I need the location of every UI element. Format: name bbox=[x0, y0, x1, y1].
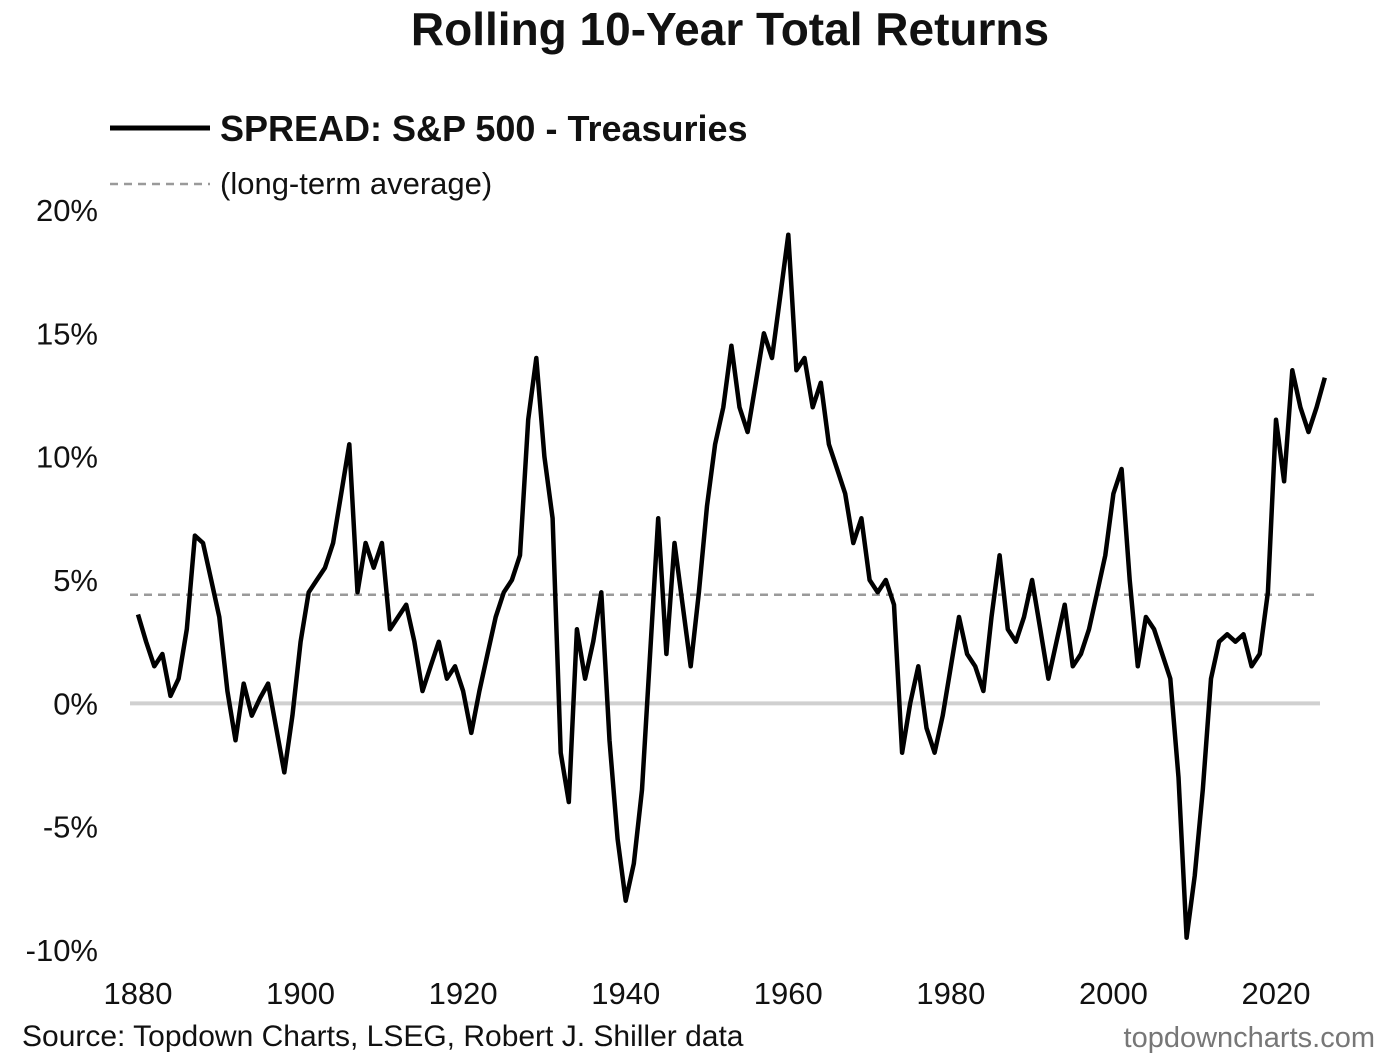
x-tick-label: 1980 bbox=[916, 976, 985, 1011]
y-tick-label: 0% bbox=[53, 686, 98, 721]
legend-series-label: SPREAD: S&P 500 - Treasuries bbox=[220, 108, 748, 149]
x-tick-label: 1880 bbox=[104, 976, 173, 1011]
y-tick-label: 5% bbox=[53, 563, 98, 598]
x-tick-label: 1900 bbox=[266, 976, 335, 1011]
x-tick-label: 2000 bbox=[1079, 976, 1148, 1011]
series-layer bbox=[135, 232, 1327, 940]
source-note: Source: Topdown Charts, LSEG, Robert J. … bbox=[22, 1020, 744, 1053]
reference-lines bbox=[130, 593, 1320, 706]
legend-average-label: (long-term average) bbox=[220, 166, 493, 201]
x-axis-ticks: 1880 1900 1920 1940 1960 1980 2000 2020 bbox=[104, 976, 1311, 1011]
x-tick-label: 1940 bbox=[591, 976, 660, 1011]
y-tick-label: 20% bbox=[36, 193, 98, 228]
chart-title: Rolling 10-Year Total Returns bbox=[410, 3, 1050, 55]
y-tick-label: -5% bbox=[43, 810, 98, 845]
watermark: topdowncharts.com bbox=[1123, 1022, 1375, 1054]
x-tick-label: 1960 bbox=[754, 976, 823, 1011]
y-axis-ticks: 20% 15% 10% 5% 0% -5% -10% bbox=[26, 193, 98, 968]
y-tick-label: 15% bbox=[36, 316, 98, 351]
y-tick-label: -10% bbox=[26, 933, 98, 968]
x-tick-label: 2020 bbox=[1242, 976, 1311, 1011]
x-tick-label: 1920 bbox=[429, 976, 498, 1011]
series-line-spread bbox=[135, 232, 1327, 940]
y-tick-label: 10% bbox=[36, 440, 98, 475]
